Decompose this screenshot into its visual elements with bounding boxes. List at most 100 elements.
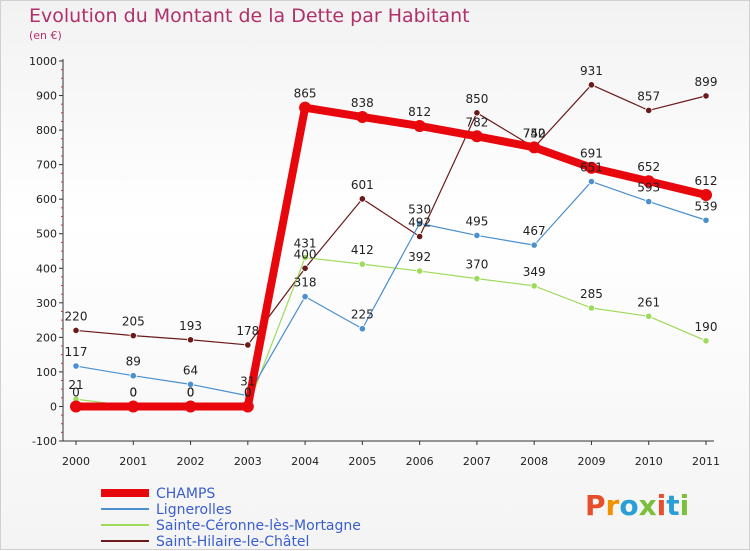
data-label: 431 (294, 237, 317, 251)
y-tick-label: 1000 (29, 55, 57, 68)
data-label: 370 (465, 258, 488, 272)
y-tick-label: 800 (36, 124, 57, 137)
data-point (473, 109, 481, 117)
x-tick-label: 2009 (577, 455, 605, 468)
data-point (299, 101, 312, 114)
data-label: 612 (695, 174, 718, 188)
data-point (127, 400, 140, 413)
chart-title: Evolution du Montant de la Dette par Hab… (29, 5, 470, 27)
legend-label: Saint-Hilaire-le-Châtel (156, 534, 309, 550)
data-point (702, 92, 710, 100)
data-label: 392 (408, 250, 431, 264)
data-label: 750 (523, 126, 546, 140)
data-point (244, 341, 252, 349)
data-point (530, 241, 538, 249)
data-label: 349 (523, 265, 546, 279)
data-point (587, 304, 596, 312)
x-tick-label: 2006 (406, 455, 434, 468)
proxiti-logo: Proxiti (585, 489, 689, 522)
data-point (585, 161, 598, 174)
data-label: 742 (523, 126, 546, 140)
x-tick-label: 2011 (692, 455, 720, 468)
data-label: 193 (179, 319, 202, 333)
logo-letter: t (666, 489, 680, 522)
data-label: 225 (351, 308, 374, 322)
x-tick-label: 2003 (234, 455, 262, 468)
data-label: 0 (244, 385, 252, 399)
legend-label: Lignerolles (156, 502, 232, 518)
data-label: 539 (695, 199, 718, 213)
data-point (186, 336, 195, 344)
logo-letter: i (656, 489, 667, 522)
data-label: 492 (408, 215, 431, 229)
y-tick-label: 900 (36, 90, 57, 103)
data-label: 285 (580, 287, 603, 301)
series-line-lignerolles (75, 180, 707, 397)
data-point (530, 282, 538, 290)
data-label: 651 (580, 161, 603, 175)
data-label: 691 (580, 147, 603, 161)
data-label: 205 (122, 315, 145, 329)
data-label: 857 (637, 89, 660, 103)
data-point (528, 141, 541, 154)
data-label: 0 (187, 385, 195, 399)
data-label: 178 (236, 324, 259, 338)
data-point (301, 264, 309, 272)
series-line-saint-hilaire-le-ch-tel (75, 84, 707, 346)
data-label: 467 (523, 224, 546, 238)
x-tick-label: 2010 (635, 455, 663, 468)
y-tick-label: 0 (50, 400, 57, 413)
data-point (416, 232, 424, 241)
data-point (473, 275, 481, 283)
data-point (700, 189, 712, 202)
y-tick-label: 400 (36, 262, 57, 275)
data-point (129, 332, 137, 340)
data-point (702, 216, 710, 224)
x-tick-label: 2000 (62, 455, 90, 468)
logo-letter: P (585, 489, 606, 522)
x-tick-label: 2005 (348, 455, 376, 468)
data-label: 117 (65, 345, 88, 359)
data-point (358, 195, 366, 203)
data-point (358, 260, 366, 268)
data-label: 812 (408, 105, 431, 119)
data-label: 190 (695, 320, 718, 334)
x-tick-label: 2007 (463, 455, 491, 468)
data-point (645, 312, 653, 320)
chart-subtitle: (en €) (29, 29, 62, 42)
data-label: 400 (294, 247, 317, 261)
data-label: 495 (465, 214, 488, 228)
data-label: 652 (637, 160, 660, 174)
data-point (702, 337, 710, 345)
data-label: 0 (129, 385, 137, 399)
data-label: 593 (637, 181, 660, 195)
y-tick-label: 300 (36, 297, 57, 310)
data-point (416, 267, 424, 275)
data-label: 865 (294, 87, 317, 101)
legend-label: CHAMPS (156, 486, 215, 502)
data-point (645, 198, 653, 206)
data-point (70, 400, 82, 413)
legend-label: Sainte-Céronne-lès-Mortagne (156, 518, 361, 534)
data-point (587, 177, 596, 186)
data-point (470, 130, 483, 143)
data-label: 318 (294, 276, 317, 290)
data-point (301, 292, 309, 301)
x-tick-label: 2004 (291, 455, 319, 468)
data-point (301, 253, 309, 262)
logo-letter: i (679, 489, 690, 522)
data-label: 850 (465, 92, 488, 106)
y-tick-label: -100 (32, 435, 57, 448)
data-label: 0 (187, 385, 195, 399)
x-tick-label: 2001 (119, 455, 147, 468)
data-point (416, 219, 424, 227)
data-point (186, 380, 195, 388)
data-label: 899 (695, 75, 718, 89)
logo-letter: x (638, 489, 657, 522)
data-point (72, 362, 80, 370)
data-label: 0 (72, 385, 80, 399)
data-point (413, 119, 426, 132)
x-tick-label: 2002 (177, 455, 205, 468)
